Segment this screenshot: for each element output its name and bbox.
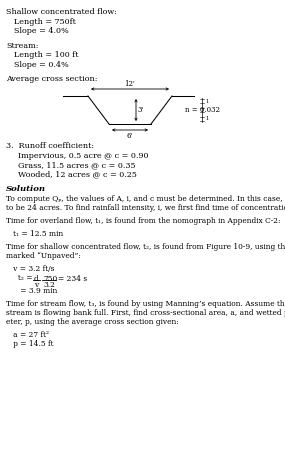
Text: = 234 s: = 234 s <box>58 276 87 283</box>
Text: Slope = 4.0%: Slope = 4.0% <box>14 27 69 35</box>
Text: = 3.9 min: = 3.9 min <box>6 287 57 295</box>
Text: Time for stream flow, t₃, is found by using Manning’s equation. Assume that the: Time for stream flow, t₃, is found by us… <box>6 300 285 308</box>
Text: Time for overland flow, t₁, is found from the nomograph in Appendix C-2:: Time for overland flow, t₁, is found fro… <box>6 217 280 225</box>
Text: n = 0.032: n = 0.032 <box>185 106 220 114</box>
Text: 3.  Runoff coefficient:: 3. Runoff coefficient: <box>6 142 94 150</box>
Text: v: v <box>34 281 38 289</box>
Text: d: d <box>34 276 39 283</box>
Text: Solution: Solution <box>6 185 46 193</box>
Text: Shallow concentrated flow:: Shallow concentrated flow: <box>6 8 117 16</box>
Text: t₁ = 12.5 min: t₁ = 12.5 min <box>6 230 63 238</box>
Text: Impervious, 0.5 acre @ c = 0.90: Impervious, 0.5 acre @ c = 0.90 <box>18 152 148 160</box>
Text: 6': 6' <box>127 132 133 139</box>
Text: Length = 100 ft: Length = 100 ft <box>14 51 78 59</box>
Text: Stream:: Stream: <box>6 42 38 50</box>
Text: marked “Unpaved”:: marked “Unpaved”: <box>6 253 81 260</box>
Text: Average cross section:: Average cross section: <box>6 75 97 83</box>
Text: t₂ =: t₂ = <box>18 274 35 282</box>
Text: p = 14.5 ft: p = 14.5 ft <box>6 340 54 348</box>
Text: a = 27 ft²: a = 27 ft² <box>6 331 49 339</box>
Text: 3.2: 3.2 <box>43 281 55 289</box>
Text: Grass, 11.5 acres @ c = 0.35: Grass, 11.5 acres @ c = 0.35 <box>18 161 135 169</box>
Text: 1: 1 <box>205 99 208 104</box>
Text: Wooded, 12 acres @ c = 0.25: Wooded, 12 acres @ c = 0.25 <box>18 170 137 179</box>
Text: eter, p, using the average cross section given:: eter, p, using the average cross section… <box>6 318 179 326</box>
Text: 12': 12' <box>125 79 135 87</box>
Text: Slope = 0.4%: Slope = 0.4% <box>14 61 69 69</box>
Text: v = 3.2 ft/s: v = 3.2 ft/s <box>6 265 54 273</box>
Text: to be 24 acres. To find rainfall intensity, i, we first find time of concentrati: to be 24 acres. To find rainfall intensi… <box>6 204 285 212</box>
Text: Time for shallow concentrated flow, t₂, is found from Figure 10-9, using the lin: Time for shallow concentrated flow, t₂, … <box>6 244 285 251</box>
Text: Length = 750ft: Length = 750ft <box>14 18 76 26</box>
Text: 3': 3' <box>138 106 144 114</box>
Text: To compute Qₚ, the values of A, i, and c must be determined. In this case, A is : To compute Qₚ, the values of A, i, and c… <box>6 195 285 203</box>
Text: stream is flowing bank full. First, find cross-sectional area, a, and wetted per: stream is flowing bank full. First, find… <box>6 309 285 317</box>
Text: 1: 1 <box>205 116 208 121</box>
Text: 750: 750 <box>43 276 57 283</box>
